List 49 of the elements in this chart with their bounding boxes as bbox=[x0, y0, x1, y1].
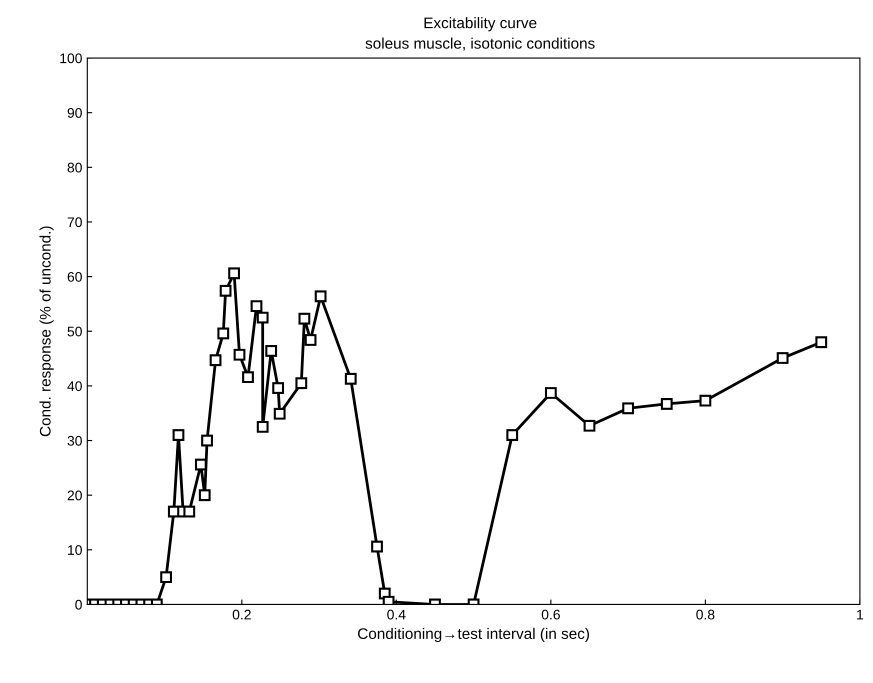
x-tick-label: 0.2 bbox=[232, 610, 251, 620]
point bbox=[298, 312, 310, 325]
point bbox=[250, 300, 262, 312]
y-axis-title: Cond. response (% of uncond.) bbox=[39, 226, 54, 436]
point bbox=[210, 354, 222, 366]
point bbox=[242, 371, 254, 384]
y-tick-label: 100 bbox=[60, 53, 82, 64]
point bbox=[265, 345, 278, 357]
point bbox=[172, 429, 184, 441]
point bbox=[776, 352, 789, 364]
point bbox=[201, 434, 213, 446]
y-tick-label: 70 bbox=[68, 217, 82, 228]
point bbox=[344, 372, 357, 385]
point bbox=[256, 312, 269, 324]
chart-subtitle: soleus muscle, isotonic conditions bbox=[366, 38, 595, 51]
point bbox=[506, 429, 518, 441]
chart-title: Excitability curve bbox=[424, 17, 536, 32]
y-tick-label: 40 bbox=[67, 381, 82, 392]
point bbox=[274, 408, 286, 420]
y-tick-label: 50 bbox=[68, 326, 82, 336]
point bbox=[217, 328, 230, 340]
point bbox=[622, 402, 634, 414]
y-tick-label: 60 bbox=[68, 272, 82, 282]
point bbox=[304, 334, 316, 346]
point bbox=[198, 489, 211, 502]
x-tick-label: 0.8 bbox=[696, 610, 714, 620]
point bbox=[314, 290, 327, 302]
x-tick-label: 0.6 bbox=[542, 610, 560, 620]
point bbox=[584, 420, 596, 432]
point bbox=[228, 267, 240, 280]
y-tick-label: 90 bbox=[68, 108, 82, 118]
point bbox=[544, 387, 557, 399]
y-tick-label: 30 bbox=[68, 436, 82, 446]
y-tick-label: 10 bbox=[68, 545, 82, 555]
point bbox=[234, 348, 246, 361]
x-axis-title: Conditioning→test interval (in sec) bbox=[358, 628, 589, 642]
y-tick-label: 0 bbox=[75, 600, 82, 610]
point bbox=[256, 420, 269, 433]
x-tick-label: 1 bbox=[857, 610, 864, 620]
x-tick-label: 0.4 bbox=[387, 610, 406, 620]
point bbox=[815, 336, 828, 348]
point bbox=[699, 394, 712, 407]
point bbox=[295, 377, 308, 390]
point bbox=[183, 506, 196, 518]
y-tick-label: 80 bbox=[68, 162, 82, 173]
point bbox=[272, 382, 284, 394]
point bbox=[660, 398, 673, 410]
y-tick-label: 20 bbox=[68, 490, 82, 500]
point bbox=[220, 284, 232, 297]
